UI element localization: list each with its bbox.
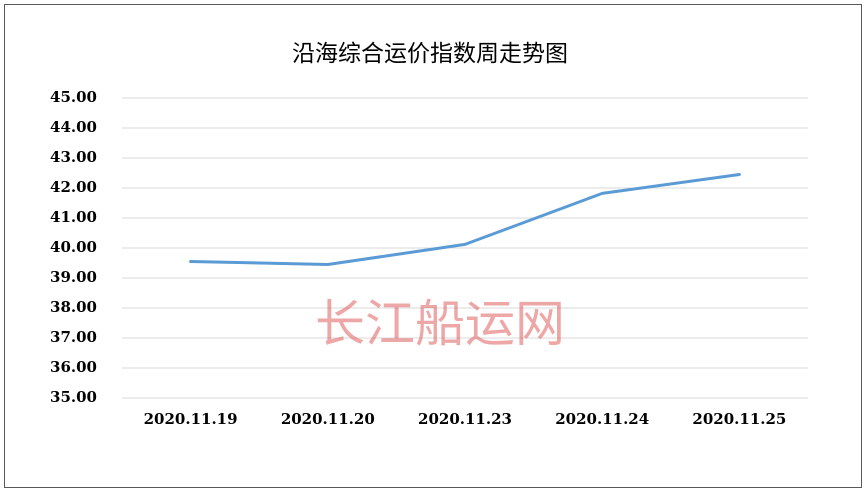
- y-tick-label: 35.00: [50, 388, 97, 406]
- y-tick-label: 39.00: [50, 268, 97, 286]
- y-tick-label: 42.00: [50, 178, 97, 196]
- x-tick-label: 2020.11.24: [555, 410, 649, 428]
- x-tick-label: 2020.11.25: [692, 410, 786, 428]
- y-tick-label: 38.00: [50, 298, 97, 316]
- y-tick-label: 44.00: [50, 118, 97, 136]
- x-tick-label: 2020.11.19: [144, 410, 238, 428]
- chart-title: 沿海综合运价指数周走势图: [292, 41, 568, 67]
- x-tick-label: 2020.11.20: [281, 410, 375, 428]
- line-series: [189, 173, 741, 266]
- chart-frame: [4, 4, 862, 488]
- y-tick-label: 40.00: [50, 238, 97, 256]
- y-tick-label: 36.00: [50, 358, 97, 376]
- y-tick-label: 43.00: [50, 148, 97, 166]
- x-tick-label: 2020.11.23: [418, 410, 512, 428]
- y-tick-label: 45.00: [50, 88, 97, 106]
- y-tick-label: 41.00: [50, 208, 97, 226]
- y-tick-label: 37.00: [50, 328, 97, 346]
- watermark: 长江船运网: [315, 295, 565, 353]
